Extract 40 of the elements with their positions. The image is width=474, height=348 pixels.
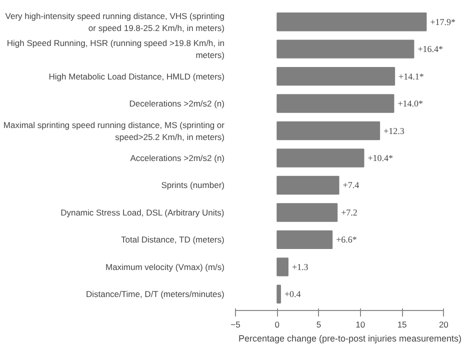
data-label: +10.4* <box>368 153 394 163</box>
bar <box>276 12 427 32</box>
y-tick-label: Maximal sprinting speed running distance, MS (sprinting or speed>25.2 Km/h, in meters) <box>3 120 225 142</box>
bar <box>276 203 338 222</box>
bar <box>276 94 394 113</box>
y-tick-label: High Metabolic Load Distance, HMLD (meters) <box>48 71 225 82</box>
y-tick-label: Maximum velocity (Vmax) (m/s) <box>105 262 225 272</box>
x-tick-label: 15 <box>397 320 408 330</box>
x-tick-label: 20 <box>438 320 449 330</box>
data-label: +17.9* <box>430 16 456 27</box>
bar <box>276 258 288 276</box>
bar <box>276 66 396 86</box>
x-tick-label: 0 <box>274 320 280 330</box>
y-tick-label: Distance/Time, D/T (meters/minutes) <box>86 289 225 300</box>
data-label: +7.2 <box>341 207 358 218</box>
y-tick-label: Accelerations >2m/s2 (n) <box>130 153 225 163</box>
data-label: +6.6* <box>336 234 358 245</box>
x-axis-title: Percentage change (pre-to-post injuries measurements) <box>238 334 462 344</box>
bar <box>276 284 281 304</box>
data-label: +14.0* <box>398 98 424 109</box>
data-label: +16.4* <box>418 44 444 54</box>
data-label: +1.3 <box>292 262 309 272</box>
bar <box>276 176 340 195</box>
y-tick-label: Very high-intensity speed running distance, VHS (sprinting or speed 19.8-25.2 Km/h, in meters) <box>5 10 225 33</box>
y-tick-label: Dynamic Stress Load, DSL (Arbitrary Units) <box>60 207 224 218</box>
data-label: +0.4 <box>284 289 302 300</box>
y-tick-label: Total Distance, TD (meters) <box>121 234 225 245</box>
data-label: +14.1* <box>398 71 424 82</box>
data-label: +7.4 <box>342 180 360 190</box>
data-label: +12.3 <box>384 126 405 136</box>
bar <box>276 121 380 140</box>
x-tick-label: −5 <box>230 320 241 330</box>
x-tick-label: 5 <box>316 320 322 330</box>
y-tick-label: Decelerations >2m/s2 (n) <box>129 98 225 109</box>
bar <box>276 148 364 168</box>
x-tick-label: 10 <box>356 320 366 330</box>
y-tick-label: High Speed Running, HSR (running speed >19.8 Km/h, in meters) <box>6 38 225 60</box>
y-tick-label: Sprints (number) <box>161 180 225 190</box>
bar <box>276 40 414 58</box>
bar <box>276 230 333 250</box>
